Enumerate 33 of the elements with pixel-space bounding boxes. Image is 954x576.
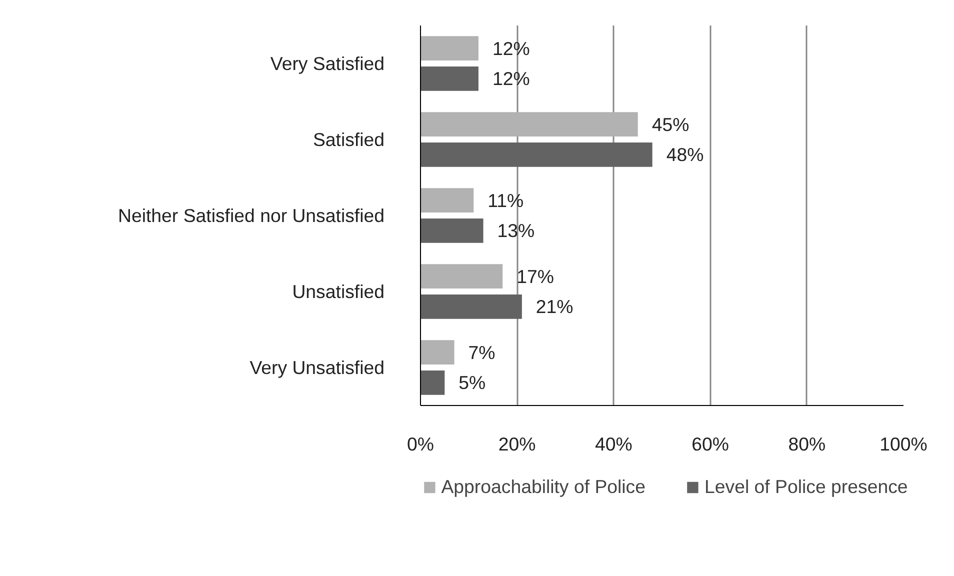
data-label: 5% bbox=[458, 372, 486, 394]
data-label: 45% bbox=[652, 114, 690, 135]
bar bbox=[420, 264, 503, 288]
bar bbox=[420, 142, 652, 167]
bar bbox=[420, 66, 478, 91]
bar bbox=[420, 36, 478, 60]
bar bbox=[420, 188, 474, 212]
data-label: 48% bbox=[666, 144, 704, 166]
y-tick-label: Very Unsatisfied bbox=[250, 357, 385, 378]
data-label: 21% bbox=[536, 296, 574, 318]
y-tick-label: Satisfied bbox=[312, 129, 385, 150]
x-tick-label: 100% bbox=[880, 434, 928, 454]
data-label: 7% bbox=[468, 342, 496, 363]
y-tick-label: Very Satisfied bbox=[270, 53, 385, 74]
x-tick-label: 80% bbox=[788, 434, 826, 454]
bar bbox=[420, 112, 638, 136]
bar bbox=[420, 294, 522, 319]
bar bbox=[420, 218, 484, 243]
data-label: 13% bbox=[497, 220, 535, 242]
y-tick-label: Unsatisfied bbox=[292, 281, 385, 302]
x-tick-label: 0% bbox=[407, 434, 434, 454]
y-tick-label: Neither Satisfied nor Unsatisfied bbox=[118, 205, 384, 226]
legend-label: Approachability of Police bbox=[441, 476, 646, 498]
data-label: 11% bbox=[488, 190, 524, 211]
bar bbox=[420, 340, 454, 364]
data-label: 12% bbox=[492, 38, 530, 59]
bar bbox=[420, 370, 445, 395]
data-label: 12% bbox=[492, 68, 530, 90]
x-tick-label: 20% bbox=[498, 434, 536, 454]
legend-label: Level of Police presence bbox=[704, 476, 908, 498]
data-label: 17% bbox=[516, 266, 554, 287]
x-tick-label: 60% bbox=[692, 434, 729, 454]
x-tick-label: 40% bbox=[595, 434, 632, 454]
